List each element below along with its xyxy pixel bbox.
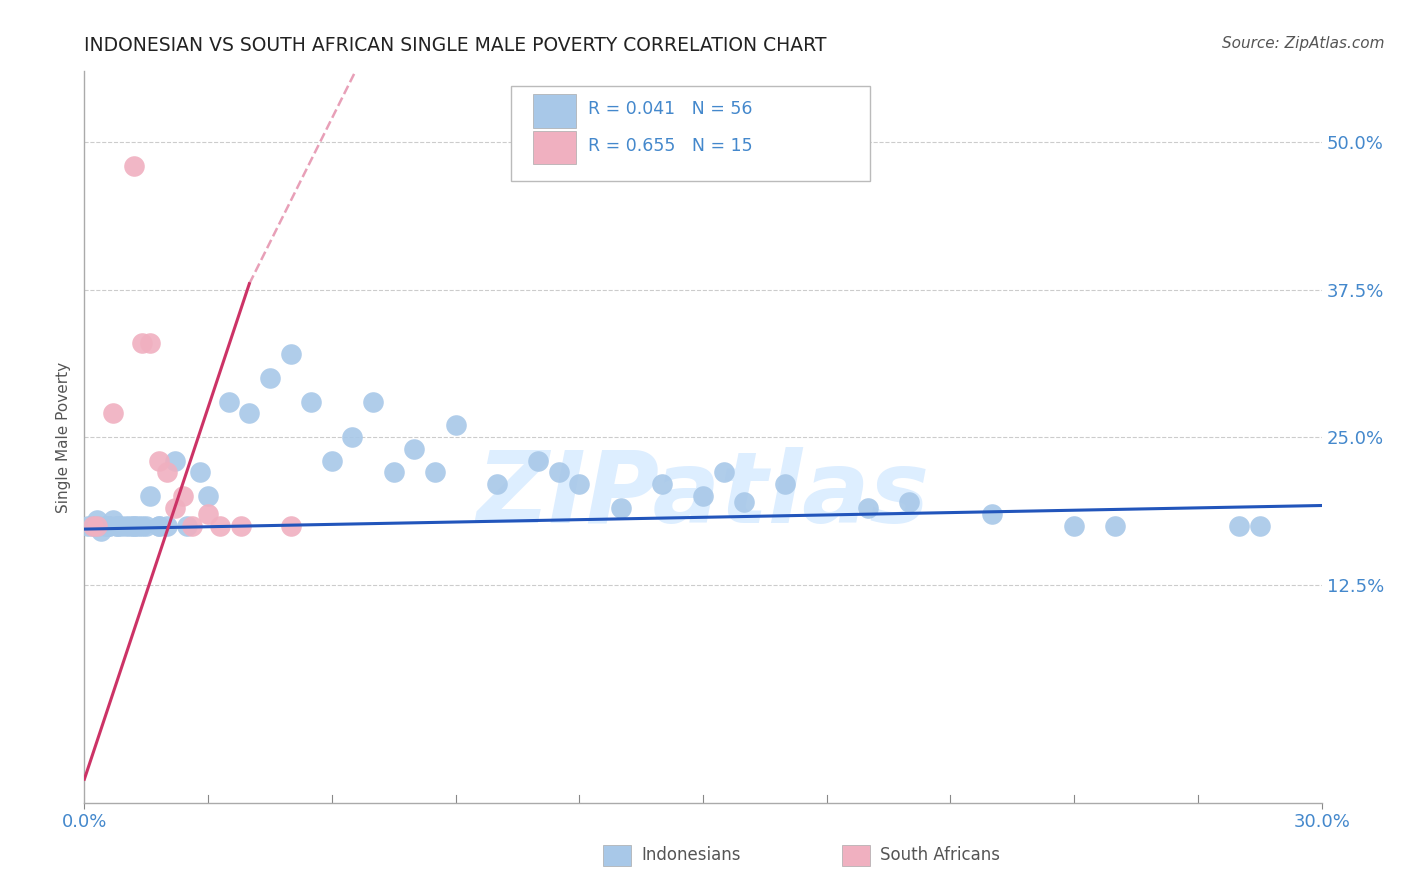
Point (114, 518, 136, 533)
Point (122, 518, 145, 533)
Point (259, 371, 281, 385)
Point (127, 518, 149, 533)
Point (135, 518, 157, 533)
Text: R = 0.655   N = 15: R = 0.655 N = 15 (588, 137, 752, 155)
Point (980, 507, 1002, 521)
Point (1249, 518, 1271, 533)
Point (361, 394, 384, 409)
Point (209, 518, 232, 533)
Point (131, 518, 153, 533)
Point (527, 453, 550, 467)
Point (382, 466, 405, 480)
Point (218, 394, 240, 409)
Point (342, 430, 364, 444)
Point (98, 518, 121, 533)
Point (651, 477, 673, 491)
Point (609, 500, 631, 515)
Point (90, 524, 112, 539)
Point (118, 518, 141, 533)
Point (299, 394, 322, 409)
Text: Source: ZipAtlas.com: Source: ZipAtlas.com (1222, 36, 1385, 51)
Point (568, 477, 591, 491)
Point (404, 442, 426, 456)
Point (280, 347, 302, 361)
Point (98, 518, 121, 533)
Point (1104, 518, 1126, 533)
Point (898, 495, 921, 509)
Text: INDONESIAN VS SOUTH AFRICAN SINGLE MALE POVERTY CORRELATION CHART: INDONESIAN VS SOUTH AFRICAN SINGLE MALE … (84, 36, 827, 54)
Point (122, 518, 145, 533)
Point (105, 518, 128, 533)
Point (423, 466, 446, 480)
Point (172, 489, 194, 503)
Point (692, 489, 714, 503)
Point (86, 518, 108, 533)
Text: South Africans: South Africans (880, 847, 1000, 864)
Point (105, 518, 128, 533)
Y-axis label: Single Male Poverty: Single Male Poverty (56, 361, 72, 513)
Point (485, 477, 508, 491)
Point (82, 518, 104, 533)
Point (77, 518, 100, 533)
Text: ZIPatlas: ZIPatlas (477, 447, 929, 544)
Point (122, 159, 145, 173)
Text: R = 0.041   N = 56: R = 0.041 N = 56 (588, 101, 752, 119)
Point (775, 477, 797, 491)
Point (139, 489, 162, 503)
Point (321, 453, 343, 467)
Point (1227, 518, 1250, 533)
Point (165, 453, 187, 467)
Point (86, 518, 108, 533)
Point (82, 518, 104, 533)
Point (188, 466, 211, 480)
Point (197, 507, 219, 521)
Point (156, 518, 179, 533)
Point (110, 518, 132, 533)
Point (280, 518, 302, 533)
Point (94, 518, 117, 533)
Point (713, 466, 735, 480)
Point (139, 335, 162, 350)
Point (148, 453, 170, 467)
FancyBboxPatch shape (512, 86, 870, 181)
Text: Indonesians: Indonesians (641, 847, 741, 864)
Point (156, 466, 179, 480)
FancyBboxPatch shape (533, 94, 575, 128)
Point (1063, 518, 1085, 533)
FancyBboxPatch shape (533, 130, 575, 164)
Point (103, 407, 125, 421)
Point (148, 518, 170, 533)
Point (856, 500, 879, 515)
Point (229, 518, 252, 533)
Point (148, 518, 170, 533)
Point (444, 418, 467, 433)
Point (733, 495, 755, 509)
Point (165, 500, 187, 515)
Point (103, 513, 125, 527)
Point (176, 518, 198, 533)
Point (238, 407, 260, 421)
Point (86, 513, 108, 527)
Point (197, 489, 219, 503)
Point (131, 335, 153, 350)
Point (547, 466, 569, 480)
Point (180, 518, 202, 533)
